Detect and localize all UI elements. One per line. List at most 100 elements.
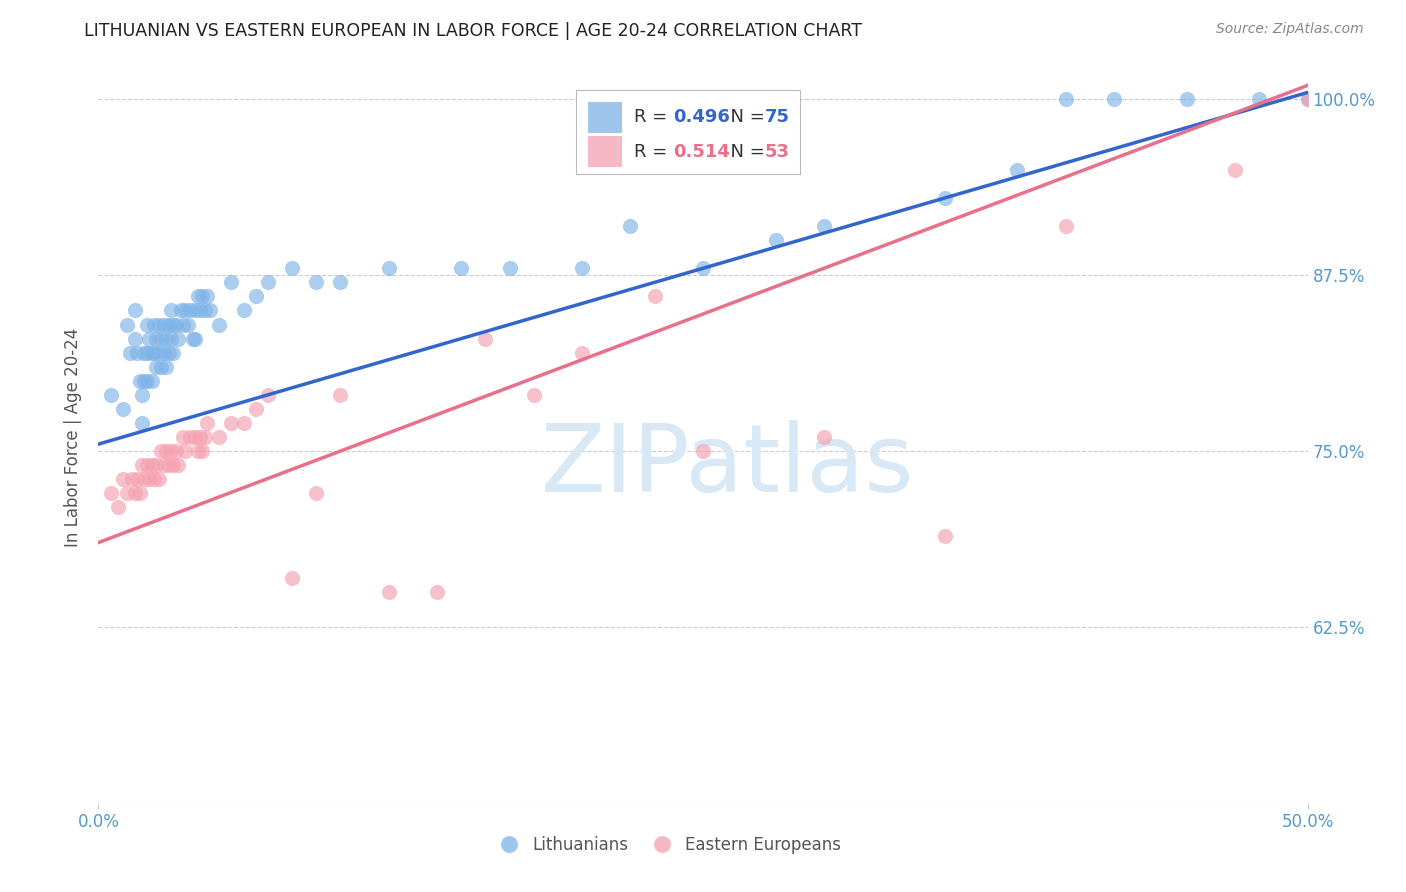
Point	[644, 289, 666, 303]
Point	[162, 345, 184, 359]
Point	[179, 430, 201, 444]
Point	[111, 472, 134, 486]
Point	[131, 416, 153, 430]
Point	[134, 472, 156, 486]
Point	[143, 318, 166, 332]
Point	[619, 219, 641, 233]
Point	[148, 345, 170, 359]
Point	[208, 318, 231, 332]
Point	[692, 261, 714, 276]
Point	[813, 430, 835, 444]
Point	[135, 345, 157, 359]
Point	[124, 332, 146, 346]
Point	[1054, 219, 1077, 233]
Point	[181, 332, 204, 346]
Point	[134, 345, 156, 359]
Point	[1102, 93, 1125, 107]
Point	[100, 486, 122, 500]
Point	[232, 416, 254, 430]
Point	[152, 345, 174, 359]
Point	[765, 233, 787, 247]
Point	[135, 318, 157, 332]
Point	[141, 345, 163, 359]
Point	[160, 303, 183, 318]
Point	[145, 458, 167, 473]
Point	[143, 472, 166, 486]
Text: N =: N =	[718, 143, 770, 161]
Point	[167, 458, 190, 473]
Point	[135, 458, 157, 473]
Point	[329, 388, 352, 402]
Point	[195, 289, 218, 303]
Point	[1296, 93, 1319, 107]
Point	[450, 261, 472, 276]
Point	[131, 388, 153, 402]
Point	[221, 416, 243, 430]
Point	[194, 303, 217, 318]
Point	[281, 571, 304, 585]
Point	[571, 261, 593, 276]
Point	[813, 219, 835, 233]
Point	[498, 261, 520, 276]
Point	[1175, 93, 1198, 107]
Point	[107, 500, 129, 515]
Point	[571, 345, 593, 359]
Point	[152, 318, 174, 332]
Point	[138, 332, 160, 346]
Point	[150, 359, 173, 374]
Point	[194, 430, 217, 444]
Point	[172, 318, 194, 332]
Point	[179, 303, 201, 318]
Point	[160, 444, 183, 458]
Point	[100, 388, 122, 402]
Point	[138, 472, 160, 486]
Point	[117, 486, 139, 500]
Point	[141, 458, 163, 473]
Point	[124, 486, 146, 500]
Point	[155, 359, 177, 374]
FancyBboxPatch shape	[576, 90, 800, 174]
FancyBboxPatch shape	[588, 102, 621, 133]
Text: R =: R =	[634, 109, 673, 127]
Text: 0.496: 0.496	[672, 109, 730, 127]
Point	[281, 261, 304, 276]
Point	[1296, 93, 1319, 107]
Point	[256, 388, 278, 402]
Point	[245, 401, 267, 416]
Point	[148, 318, 170, 332]
Point	[692, 444, 714, 458]
Point	[134, 374, 156, 388]
Point	[184, 430, 207, 444]
Point	[141, 374, 163, 388]
Point	[121, 472, 143, 486]
Point	[934, 191, 956, 205]
Point	[426, 584, 449, 599]
Point	[157, 345, 180, 359]
Text: N =: N =	[718, 109, 770, 127]
Point	[128, 486, 150, 500]
Point	[124, 303, 146, 318]
Point	[150, 332, 173, 346]
Text: 0.514: 0.514	[672, 143, 730, 161]
Point	[165, 444, 187, 458]
Point	[131, 458, 153, 473]
Point	[155, 332, 177, 346]
Point	[523, 388, 546, 402]
Point	[177, 318, 200, 332]
Point	[162, 318, 184, 332]
Point	[198, 303, 221, 318]
Point	[165, 318, 187, 332]
Point	[191, 289, 214, 303]
Point	[145, 332, 167, 346]
FancyBboxPatch shape	[588, 136, 621, 167]
Text: R =: R =	[634, 143, 673, 161]
Point	[135, 374, 157, 388]
Point	[150, 444, 173, 458]
Point	[167, 332, 190, 346]
Point	[191, 444, 214, 458]
Point	[934, 528, 956, 542]
Point	[187, 289, 209, 303]
Point	[377, 584, 399, 599]
Point	[188, 303, 211, 318]
Point	[329, 276, 352, 290]
